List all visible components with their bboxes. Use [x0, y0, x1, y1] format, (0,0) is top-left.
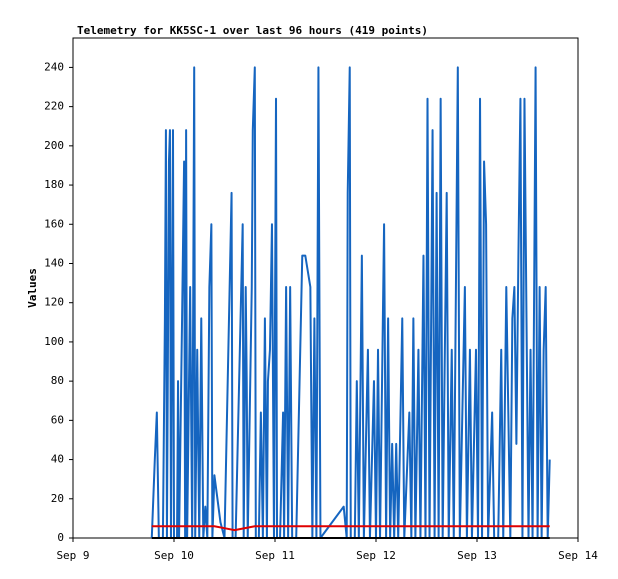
y-tick-label: 100	[44, 335, 64, 348]
y-tick-label: 220	[44, 100, 64, 113]
y-tick-label: 40	[51, 453, 64, 466]
x-tick-label: Sep 14	[558, 549, 598, 562]
y-tick-label: 0	[57, 531, 64, 544]
x-tick-label: Sep 12	[356, 549, 396, 562]
chart-title: Telemetry for KK5SC-1 over last 96 hours…	[77, 24, 428, 37]
x-tick-label: Sep 9	[56, 549, 89, 562]
y-tick-label: 160	[44, 217, 64, 230]
x-tick-label: Sep 10	[154, 549, 194, 562]
y-tick-label: 20	[51, 492, 64, 505]
x-tick-label: Sep 13	[457, 549, 497, 562]
y-axis-label: Values	[26, 268, 39, 308]
x-tick-label: Sep 11	[255, 549, 295, 562]
y-tick-label: 60	[51, 413, 64, 426]
y-tick-label: 180	[44, 178, 64, 191]
y-tick-label: 80	[51, 374, 64, 387]
y-tick-label: 120	[44, 296, 64, 309]
y-tick-label: 140	[44, 256, 64, 269]
series-line	[151, 525, 550, 532]
y-tick-label: 240	[44, 60, 64, 73]
y-tick-label: 200	[44, 139, 64, 152]
